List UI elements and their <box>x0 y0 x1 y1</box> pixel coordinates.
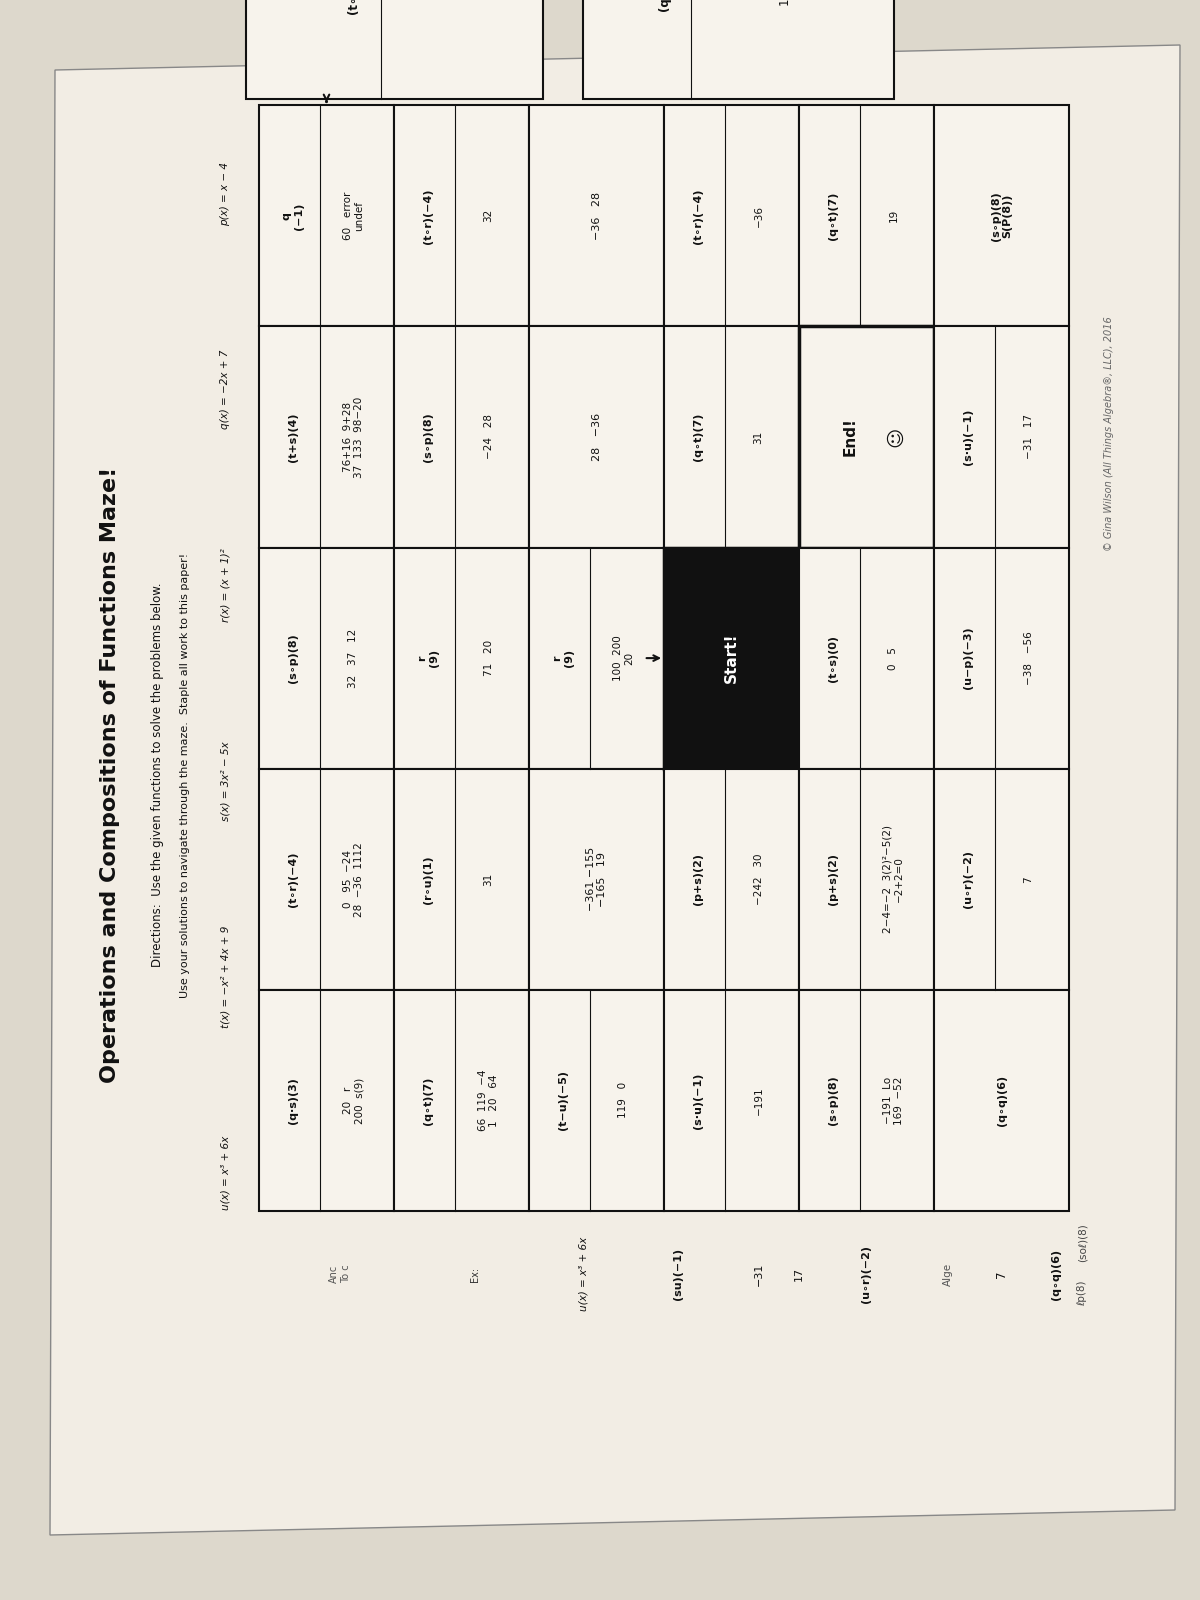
Polygon shape <box>259 990 394 1211</box>
Polygon shape <box>934 547 1069 768</box>
Text: (s∘p)(8): (s∘p)(8) <box>828 1075 838 1125</box>
Polygon shape <box>394 106 529 326</box>
Text: Start!: Start! <box>724 634 739 683</box>
Text: (t∘r)(−4): (t∘r)(−4) <box>422 189 433 243</box>
Text: r
(9): r (9) <box>552 650 574 667</box>
Polygon shape <box>664 106 799 326</box>
Text: −242   30: −242 30 <box>754 853 763 906</box>
Text: (s∘p)(8)
S(P(8)): (s∘p)(8) S(P(8)) <box>991 190 1013 240</box>
Text: 7: 7 <box>1024 875 1033 883</box>
Polygon shape <box>394 326 529 547</box>
Polygon shape <box>799 326 934 547</box>
Text: 119   0: 119 0 <box>618 1082 629 1118</box>
Text: Ex:: Ex: <box>470 1267 480 1282</box>
Polygon shape <box>934 990 1069 1211</box>
Text: (t∘s)(0): (t∘s)(0) <box>828 635 838 682</box>
Polygon shape <box>799 768 934 990</box>
Text: u(x) = x³ + 6x: u(x) = x³ + 6x <box>221 1136 230 1210</box>
Text: −31: −31 <box>754 1262 763 1286</box>
Polygon shape <box>50 45 1180 1534</box>
Text: (p+s)(2): (p+s)(2) <box>828 853 838 906</box>
Text: 32: 32 <box>484 210 493 222</box>
Text: 28   −36: 28 −36 <box>592 413 601 461</box>
Text: © Gina Wilson (All Things Algebra®, LLC), 2016: © Gina Wilson (All Things Algebra®, LLC)… <box>1104 317 1115 550</box>
Text: (t−u)(−5): (t−u)(−5) <box>558 1070 568 1130</box>
Text: p(x) = x − 4: p(x) = x − 4 <box>221 162 230 226</box>
Text: 31: 31 <box>754 430 763 443</box>
Text: Use your solutions to navigate through the maze.  Staple all work to this paper!: Use your solutions to navigate through t… <box>180 552 190 997</box>
Text: (q∘t)(7): (q∘t)(7) <box>692 413 703 461</box>
Text: 19   31: 19 31 <box>779 0 792 6</box>
Polygon shape <box>664 547 799 768</box>
Text: −36   28: −36 28 <box>592 192 601 240</box>
Text: (t∘r)(−4): (t∘r)(−4) <box>692 189 703 243</box>
Polygon shape <box>529 547 664 768</box>
Text: (soℓ)(8): (soℓ)(8) <box>1078 1222 1087 1262</box>
Text: (s·u)(−1): (s·u)(−1) <box>962 408 973 466</box>
Text: (su)(−1): (su)(−1) <box>672 1248 683 1301</box>
Text: −191  Lo
169  −52: −191 Lo 169 −52 <box>883 1077 905 1125</box>
Polygon shape <box>394 768 529 990</box>
Polygon shape <box>259 106 394 326</box>
Text: r(x) = (x + 1)²: r(x) = (x + 1)² <box>221 549 230 622</box>
Text: (q∘t)(7): (q∘t)(7) <box>422 1077 433 1125</box>
Text: s(x) = 3x² − 5x: s(x) = 3x² − 5x <box>221 741 230 821</box>
Text: t(x) = −x² + 4x + 9: t(x) = −x² + 4x + 9 <box>221 926 230 1029</box>
Text: −36: −36 <box>754 205 763 227</box>
Text: (r∘u)(1): (r∘u)(1) <box>422 854 433 904</box>
Text: −38   −56: −38 −56 <box>1024 632 1033 685</box>
Text: q
(−1): q (−1) <box>282 202 304 229</box>
Text: (t∘r)(−4): (t∘r)(−4) <box>288 851 298 907</box>
Polygon shape <box>583 0 894 99</box>
Text: (t∘r)(−4): (t∘r)(−4) <box>347 0 360 14</box>
Text: (q∘q)(6): (q∘q)(6) <box>996 1075 1007 1126</box>
Text: 32   37   12: 32 37 12 <box>348 629 359 688</box>
Text: 71   20: 71 20 <box>484 640 493 677</box>
Text: 31: 31 <box>484 872 493 886</box>
Text: (p+s)(2): (p+s)(2) <box>692 853 703 906</box>
Text: Anc
To c: Anc To c <box>329 1266 350 1283</box>
Text: 66  119  −4
1   20   64: 66 119 −4 1 20 64 <box>478 1070 499 1131</box>
Text: ☺: ☺ <box>887 427 906 446</box>
Text: 20   r
200  s(9): 20 r 200 s(9) <box>343 1077 365 1123</box>
Text: 0   95  −24
28  −36  1112: 0 95 −24 28 −36 1112 <box>343 842 365 917</box>
Text: 7: 7 <box>995 1270 1008 1278</box>
Polygon shape <box>394 990 529 1211</box>
Polygon shape <box>529 106 664 326</box>
Text: ℓp(8): ℓp(8) <box>1078 1280 1087 1306</box>
Text: Operations and Compositions of Functions Maze!: Operations and Compositions of Functions… <box>101 467 120 1083</box>
Polygon shape <box>934 326 1069 547</box>
Text: −361 −155
−165   19: −361 −155 −165 19 <box>586 846 607 912</box>
Text: 19: 19 <box>888 210 899 222</box>
Polygon shape <box>934 106 1069 326</box>
Text: End!: End! <box>842 418 858 456</box>
Text: −191: −191 <box>754 1086 763 1115</box>
Polygon shape <box>799 547 934 768</box>
Text: 60   error
undef: 60 error undef <box>343 192 365 240</box>
Polygon shape <box>664 768 799 990</box>
Text: −31   17: −31 17 <box>1024 414 1033 459</box>
Text: (s·u)(−1): (s·u)(−1) <box>692 1072 703 1128</box>
Text: q(x) = −2x + 7: q(x) = −2x + 7 <box>221 350 230 429</box>
Polygon shape <box>934 768 1069 990</box>
Polygon shape <box>394 547 529 768</box>
Text: (u∘r)(−2): (u∘r)(−2) <box>862 1245 871 1302</box>
Polygon shape <box>529 768 664 990</box>
Polygon shape <box>799 106 934 326</box>
Text: Alge: Alge <box>942 1262 953 1286</box>
Text: 17: 17 <box>794 1267 804 1282</box>
Text: u(x) = x³ + 6x: u(x) = x³ + 6x <box>578 1237 588 1312</box>
Text: 100  200
20: 100 200 20 <box>613 635 635 682</box>
Text: −24   28: −24 28 <box>484 414 493 459</box>
Polygon shape <box>259 326 394 547</box>
Text: r
(9): r (9) <box>416 650 438 667</box>
Polygon shape <box>664 326 799 547</box>
Text: Directions:  Use the given functions to solve the problems below.: Directions: Use the given functions to s… <box>151 582 164 968</box>
Polygon shape <box>259 547 394 768</box>
Text: 76+16  9+28
37  133  98−20: 76+16 9+28 37 133 98−20 <box>343 397 365 478</box>
Polygon shape <box>529 326 664 547</box>
Text: (s∘p)(8): (s∘p)(8) <box>288 634 298 683</box>
Polygon shape <box>246 0 542 99</box>
Text: 2−4=−2  3(2)²−5(2)
−2+2=0: 2−4=−2 3(2)²−5(2) −2+2=0 <box>883 826 905 933</box>
Polygon shape <box>529 990 664 1211</box>
